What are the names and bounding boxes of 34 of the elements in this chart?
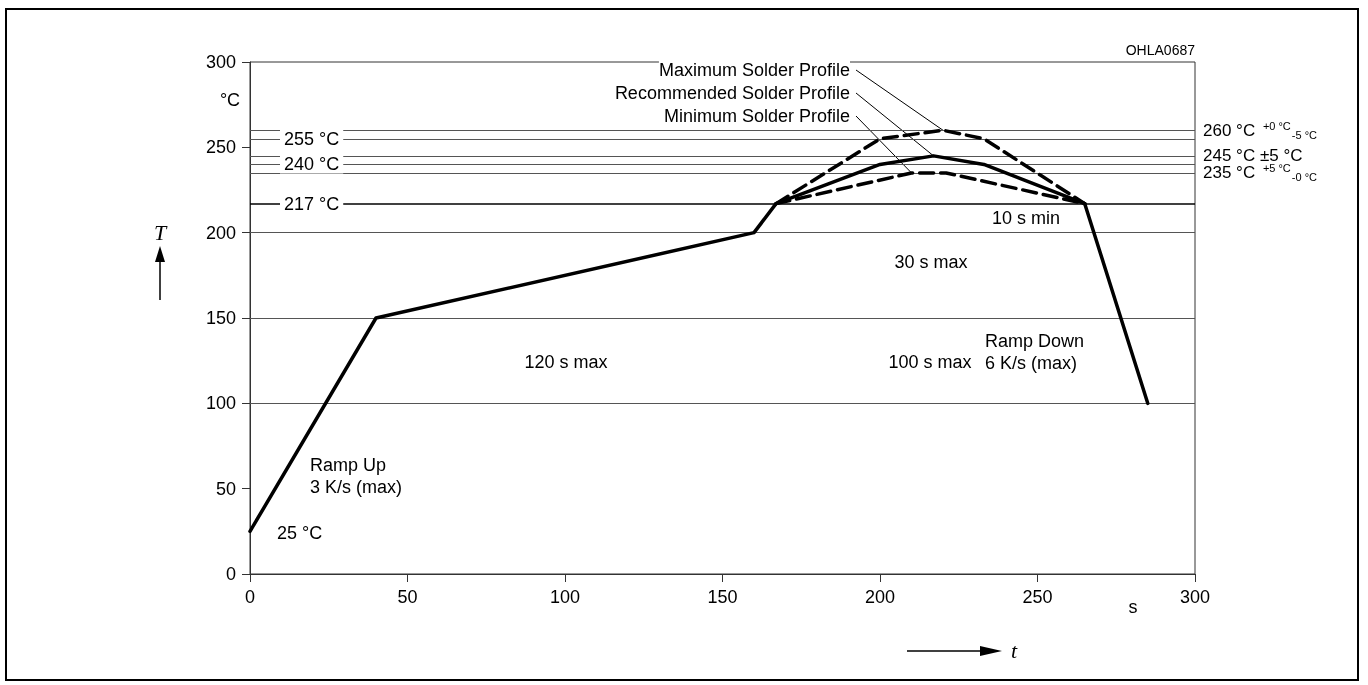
text: s xyxy=(1128,597,1138,617)
ref-line-label: 235 °C +5 °C-0 °C xyxy=(1203,162,1318,184)
x-tick-label: 0 xyxy=(244,587,256,607)
y-tick-label: 200 xyxy=(205,222,236,243)
text: °C xyxy=(219,90,241,110)
ref-line-label: 217 °C xyxy=(284,193,340,214)
y-tick-label: 300 xyxy=(205,52,236,72)
x-axis-title: t xyxy=(1010,637,1018,663)
text: OHLA0687 xyxy=(1125,42,1196,58)
y-tick-label: 50 xyxy=(215,478,236,499)
y-tick-label: 0 xyxy=(225,564,236,584)
x-tick-label: 300 xyxy=(1179,587,1211,607)
annotation: 25 °C xyxy=(277,523,323,543)
annotation: 30 s max xyxy=(894,252,968,272)
annotation: Ramp Down 6 K/s (max) xyxy=(985,331,1085,373)
x-tick-label: 100 xyxy=(549,587,581,607)
y-tick-label: 150 xyxy=(205,308,236,328)
ref-line-label: 255 °C xyxy=(284,128,340,149)
x-tick-label: 200 xyxy=(864,587,896,607)
x-tick-label: 250 xyxy=(1022,587,1053,607)
annotation: 120 s max xyxy=(524,352,608,372)
annotation: Ramp Up 3 K/s (max) xyxy=(310,455,403,497)
x-tick-label: 150 xyxy=(707,587,738,607)
text: Maximum Solder Profile xyxy=(658,60,850,80)
text: Minimum Solder Profile xyxy=(663,106,850,126)
y-tick-label: 100 xyxy=(205,393,236,414)
y-axis-title: T xyxy=(153,219,168,245)
annotation: 10 s min xyxy=(991,208,1061,228)
annotation: 100 s max xyxy=(888,352,972,372)
x-tick-label: 50 xyxy=(397,587,418,607)
ref-line-label: 240 °C xyxy=(284,154,340,175)
text: Recommended Solder Profile xyxy=(614,83,850,103)
ref-line-label: 260 °C +0 °C-5 °C xyxy=(1203,119,1318,141)
y-tick-label: 250 xyxy=(205,137,236,158)
